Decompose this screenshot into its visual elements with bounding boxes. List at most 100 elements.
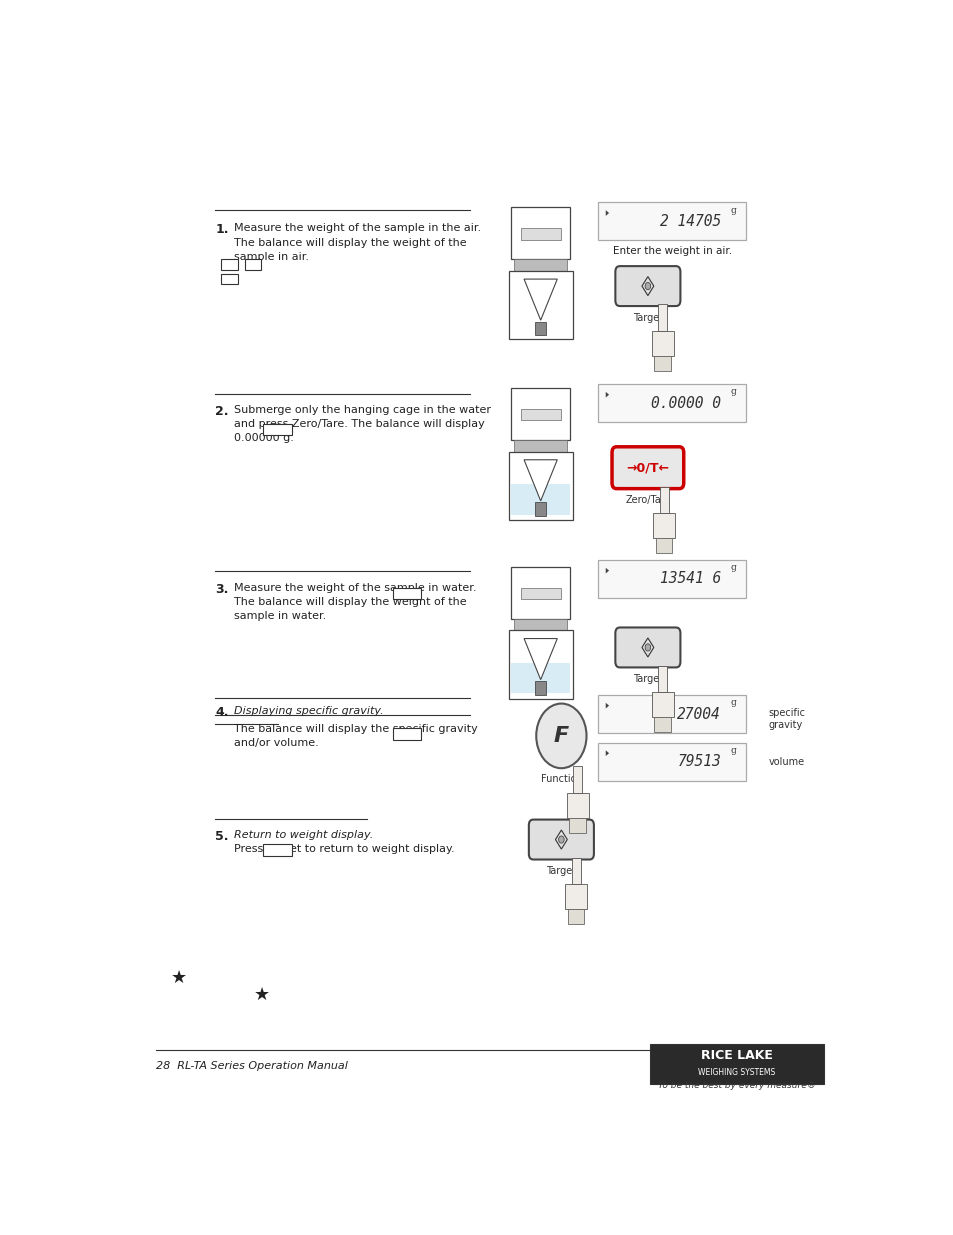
Bar — [508, 630, 572, 699]
Text: Measure the weight of the sample in water.: Measure the weight of the sample in wate… — [233, 583, 476, 593]
Text: 79513: 79513 — [677, 755, 720, 769]
Text: g: g — [730, 698, 736, 708]
Bar — [571, 857, 580, 884]
Text: Measure the weight of the sample in the air.: Measure the weight of the sample in the … — [233, 224, 480, 233]
Bar — [508, 452, 572, 520]
Bar — [649, 1044, 823, 1084]
Text: ★: ★ — [171, 969, 187, 987]
Polygon shape — [523, 638, 557, 679]
Text: Press Target to return to weight display.: Press Target to return to weight display… — [233, 845, 454, 855]
Bar — [263, 424, 292, 436]
Polygon shape — [605, 391, 608, 398]
Bar — [598, 203, 745, 241]
Text: and/or volume.: and/or volume. — [233, 737, 318, 747]
Bar — [655, 538, 672, 553]
FancyBboxPatch shape — [615, 627, 679, 667]
Text: sample in water.: sample in water. — [233, 611, 326, 621]
Circle shape — [558, 836, 563, 844]
Bar — [598, 742, 745, 781]
Bar — [651, 692, 673, 716]
Bar — [393, 588, 420, 599]
Bar — [535, 503, 546, 516]
Bar — [221, 274, 237, 284]
Circle shape — [644, 283, 650, 290]
Text: g: g — [730, 387, 736, 396]
Text: Enter the weight in air.: Enter the weight in air. — [612, 246, 731, 256]
Bar — [511, 567, 570, 619]
Text: WEIGHING SYSTEMS: WEIGHING SYSTEMS — [698, 1068, 775, 1077]
Text: RICE LAKE: RICE LAKE — [700, 1050, 772, 1062]
Text: volume: volume — [767, 757, 803, 767]
Circle shape — [536, 704, 586, 768]
Circle shape — [644, 643, 650, 651]
Polygon shape — [523, 459, 557, 501]
Text: Return to weight display.: Return to weight display. — [233, 830, 373, 840]
Text: 0.00000 g.: 0.00000 g. — [233, 433, 294, 443]
Text: 4.: 4. — [215, 706, 229, 720]
Text: g: g — [730, 563, 736, 572]
Text: F: F — [553, 726, 568, 746]
Bar — [514, 259, 567, 270]
Polygon shape — [605, 751, 608, 756]
Bar — [569, 818, 585, 832]
Polygon shape — [605, 703, 608, 709]
Bar — [535, 321, 546, 335]
Bar — [654, 356, 670, 370]
Text: ★: ★ — [253, 986, 270, 1004]
Text: 2 14705: 2 14705 — [659, 214, 720, 228]
Bar — [535, 680, 546, 695]
Bar — [514, 619, 567, 630]
Bar — [598, 695, 745, 734]
Bar — [511, 388, 570, 440]
Text: The balance will display the weight of the: The balance will display the weight of t… — [233, 237, 466, 247]
Text: 3.: 3. — [215, 583, 229, 595]
Bar — [566, 793, 588, 818]
Bar — [659, 487, 668, 514]
Text: g: g — [730, 746, 736, 755]
Polygon shape — [605, 210, 608, 216]
FancyBboxPatch shape — [528, 820, 594, 860]
Text: sample in air.: sample in air. — [233, 252, 309, 262]
Polygon shape — [605, 568, 608, 573]
Text: 0.0000 0: 0.0000 0 — [650, 395, 720, 410]
Text: 2.: 2. — [215, 405, 229, 417]
FancyBboxPatch shape — [615, 266, 679, 306]
Bar — [598, 384, 745, 422]
Polygon shape — [523, 279, 557, 320]
Bar — [520, 588, 560, 599]
Text: specific
gravity: specific gravity — [767, 708, 804, 730]
Bar — [508, 270, 572, 340]
Text: Target: Target — [632, 674, 662, 684]
Bar — [393, 729, 420, 740]
Bar — [520, 228, 560, 240]
Text: 1.: 1. — [215, 224, 229, 236]
Bar — [658, 666, 666, 692]
Text: Submerge only the hanging cage in the water: Submerge only the hanging cage in the wa… — [233, 405, 491, 415]
Text: Target: Target — [632, 312, 662, 322]
Bar — [511, 484, 570, 515]
Text: Zero/Tare: Zero/Tare — [624, 495, 670, 505]
Text: To be the best by every measure®: To be the best by every measure® — [658, 1081, 815, 1089]
Bar — [598, 559, 745, 598]
Bar — [263, 845, 292, 856]
Text: Displaying specific gravity.: Displaying specific gravity. — [233, 706, 383, 716]
Bar — [221, 259, 237, 270]
Bar — [651, 331, 673, 356]
Bar — [245, 259, 261, 270]
Bar — [511, 207, 570, 259]
Bar — [511, 662, 570, 693]
Bar — [658, 304, 666, 331]
Text: and press Zero/Tare. The balance will display: and press Zero/Tare. The balance will di… — [233, 419, 484, 430]
Bar — [520, 409, 560, 420]
Bar — [573, 766, 581, 793]
Text: The balance will display the specific gravity: The balance will display the specific gr… — [233, 724, 477, 734]
Text: The balance will display the weight of the: The balance will display the weight of t… — [233, 597, 466, 608]
Text: 5.: 5. — [215, 830, 229, 844]
Text: 27004: 27004 — [677, 706, 720, 721]
Bar — [514, 440, 567, 452]
Text: Function: Function — [540, 774, 581, 784]
FancyBboxPatch shape — [612, 447, 683, 489]
Bar — [564, 884, 587, 909]
Text: Target: Target — [546, 866, 576, 876]
Bar — [653, 514, 675, 538]
